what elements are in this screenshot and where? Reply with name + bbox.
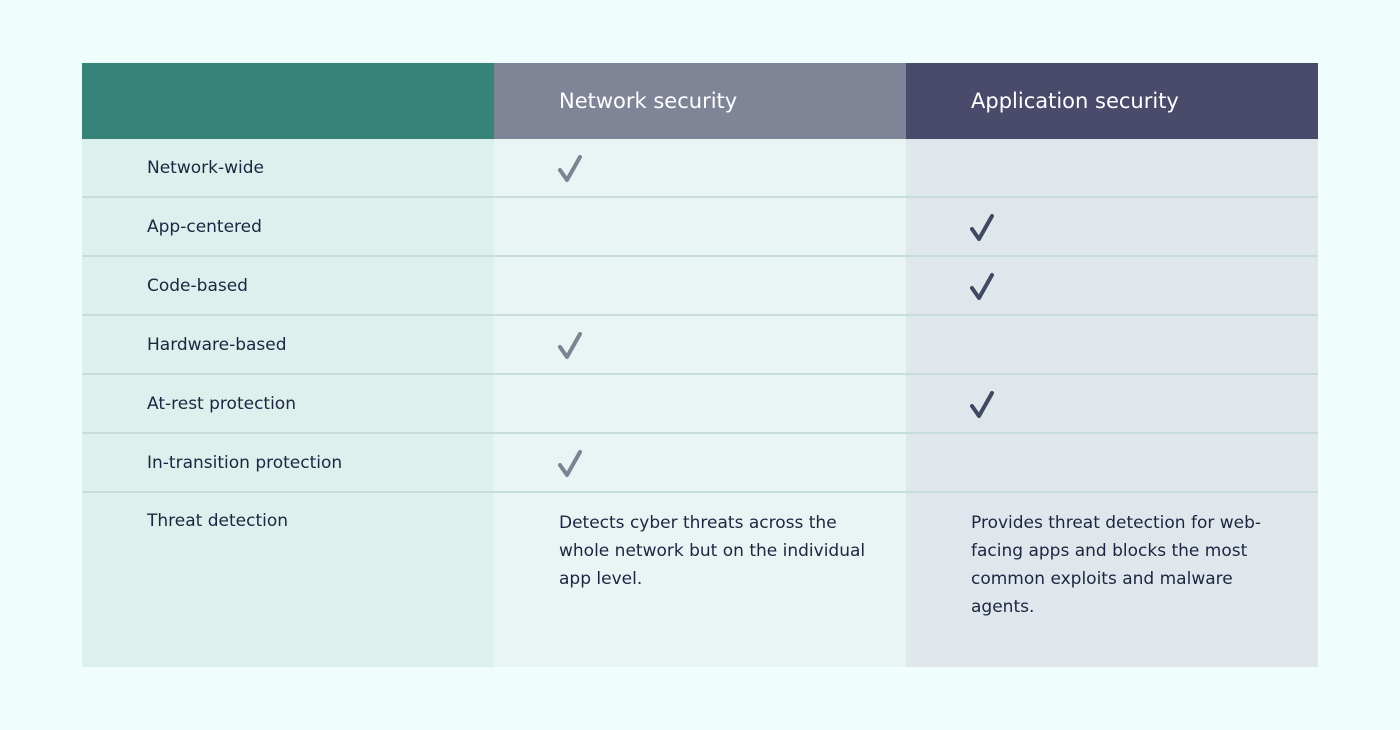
check-mark [558,450,582,477]
table-cell [494,198,906,257]
table-cell: Threat detection [82,493,494,667]
table-cell [906,434,1318,493]
table-cell: Detects cyber threats across the whole n… [494,493,906,667]
row-label: Hardware-based [147,334,287,355]
table-cell: In-transition protection [82,434,494,493]
table-cell: At-rest protection [82,375,494,434]
check-stroke [558,155,582,182]
header-text: Application security [971,89,1179,113]
row-label: In-transition protection [147,452,343,473]
table-cell [494,434,906,493]
row-label: At-rest protection [147,393,296,414]
table-cell [906,198,1318,257]
row-label: Threat detection [147,511,289,531]
table-cell [494,139,906,198]
table-cell [494,375,906,434]
header-text: Network security [559,89,738,113]
table-cell: App-centered [82,198,494,257]
check-mark [558,332,582,359]
check-stroke [970,214,994,241]
check-mark [558,155,582,182]
check-stroke [970,391,994,418]
table-cell [906,257,1318,316]
table-cell: Network-wide [82,139,494,198]
table-cell [906,375,1318,434]
row-label: App-centered [147,216,262,237]
table-cell [494,316,906,375]
table-cell [906,139,1318,198]
table-cell: Provides threat detection for web-facing… [906,493,1318,667]
check-stroke [558,332,582,359]
table-cell: Code-based [82,257,494,316]
check-mark [970,214,994,241]
description: Detects cyber threats across the whole n… [559,513,866,589]
row-label: Network-wide [147,157,264,178]
check-mark [970,273,994,300]
description: Provides threat detection for web-facing… [971,513,1262,617]
header-cell [82,63,494,139]
header-cell: Network security [494,63,906,139]
table-cell [906,316,1318,375]
row-label: Code-based [147,275,248,296]
comparison-table: Network security Application security Ne… [82,63,1318,667]
header-cell: Application security [906,63,1318,139]
table-cell [494,257,906,316]
check-stroke [558,450,582,477]
check-stroke [970,273,994,300]
check-mark [970,391,994,418]
table-cell: Hardware-based [82,316,494,375]
